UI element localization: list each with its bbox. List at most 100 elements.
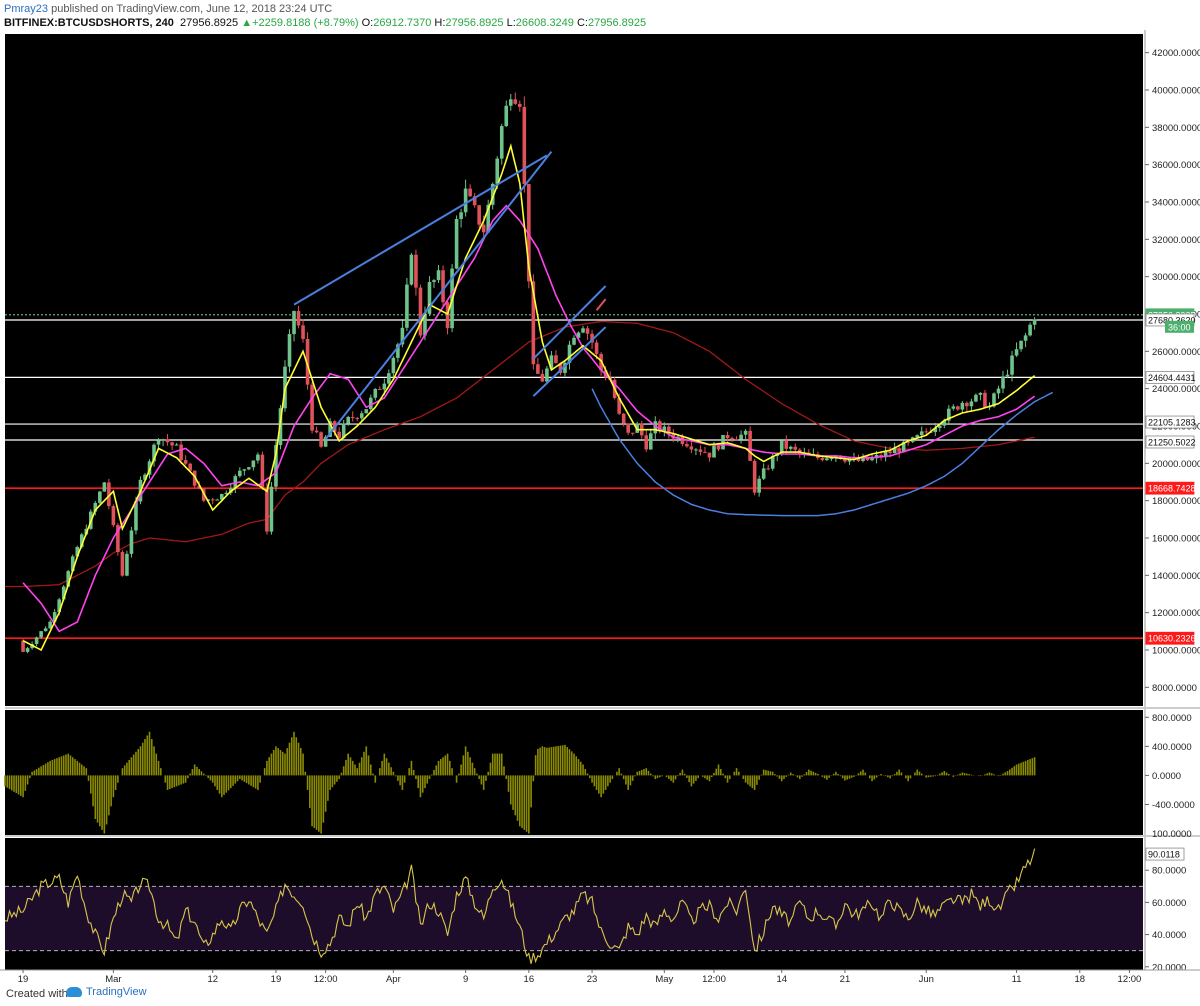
time-axis-label: Mar [105,974,121,985]
candle-body [581,328,585,333]
price-level-label: 10630.2326 [1148,634,1196,644]
candle-body [861,456,865,461]
candle-body [788,446,793,449]
time-axis-label: 11 [1012,974,1022,985]
candle-body [215,499,220,501]
candle-body [1005,374,1010,377]
price-level-label: 24604.4431 [1148,373,1196,383]
rsi-axis-label: 20.0000 [1152,962,1186,973]
time-axis-label: 19 [271,974,282,985]
candle-body [644,435,649,450]
time-axis-label: 19 [18,974,29,985]
price-axis-label: 32000.0000 [1152,235,1200,246]
candle-body [992,393,996,407]
price-axis-label: 8000.0000 [1152,683,1197,694]
candle-body [892,448,897,454]
candle-body [951,406,956,409]
price-level-badge [1145,415,1195,429]
candle-body [924,431,929,433]
up-arrow-icon: ▲ [241,17,253,29]
candle-body [21,640,25,652]
candle-body [978,392,983,395]
price-axis-label: 26000.0000 [1152,347,1200,358]
candle-body [739,434,743,440]
rsi-axis-label: 100.0000 [1152,829,1192,840]
price-pane [5,34,1143,706]
price-axis-label: 30000.0000 [1152,272,1200,283]
publish-text: published on TradingView.com, June 12, 2… [51,3,333,15]
candle-body [116,525,120,553]
candle-body [441,270,445,303]
high-value: 27956.8925 [445,17,504,29]
histogram-axis-label: -400.0000 [1152,800,1195,811]
candle-body [820,458,825,461]
candle-body [472,196,477,206]
tradingview-brand: TradingView [86,986,147,998]
candle-body [192,470,197,486]
candle-body [219,494,224,500]
author-link[interactable]: Pmray23 [4,3,49,15]
tradingview-logo[interactable]: TradingView [66,986,147,998]
chart-area[interactable]: 42000.0000 40000.0000 38000.0000 36000.0000… [0,30,1200,985]
candle-body [368,397,373,410]
candle-body [667,426,671,434]
rsi-axis-label: 60.0000 [1152,898,1186,909]
candle-body [770,455,775,469]
fast-moving-average-line [22,143,1036,652]
price-axis-label: 42000.0000 [1152,48,1200,59]
candle-body [418,287,423,336]
candle-body [454,218,459,269]
tradingview-cloud-icon [66,987,82,997]
candle-body [919,431,924,436]
time-axis-label: 9 [463,974,468,985]
candle-body [260,454,265,488]
candle-body [567,344,572,363]
rsi-value-label: 90.0118 [1148,850,1180,860]
candle-body [694,449,698,451]
candle-body [870,458,874,461]
rsi-line [4,848,1036,964]
candle-body [346,416,351,424]
candle-body [1001,376,1005,389]
candle-body [712,445,716,458]
candle-body [93,502,98,512]
candle-body [61,586,66,600]
candle-body [274,445,278,487]
price-change: +2259.8188 (+8.79%) [252,17,359,29]
candle-body [671,433,676,439]
candle-body [576,332,581,338]
header-bar: Pmray23 published on TradingView.com, Ju… [0,0,1200,30]
candle-body [170,442,174,446]
candle-body [427,282,432,314]
candle-body [513,99,518,104]
candle-body [387,373,391,384]
candle-body [382,383,387,390]
price-level-label: 21250.5022 [1148,437,1196,447]
candle-body [301,325,305,339]
candle-body [540,373,545,382]
candle-body [1010,355,1014,375]
trend-line [532,285,607,360]
candle-body [247,467,251,470]
time-axis-label: 18 [1074,974,1085,985]
candle-body [658,421,662,432]
candle-body [906,441,910,443]
time-axis-label: May [655,974,673,985]
candle-body [197,485,201,489]
candle-body [829,458,834,460]
candle-body [48,621,52,629]
candle-body [111,506,116,526]
candle-body [341,423,346,439]
price-axis-label: 14000.0000 [1152,571,1200,582]
price-axis-label: 16000.0000 [1152,534,1200,545]
close-value: 27956.8925 [587,17,647,29]
cup-curve-line [591,388,1054,517]
candle-body [39,631,43,638]
candle-body [468,188,472,197]
candle-body [70,556,75,572]
candle-body [698,449,703,452]
time-axis-label: 14 [776,974,787,985]
price-series-group [5,92,1143,654]
footer-bar: Created with TradingView [0,985,1200,1006]
candle-body [224,492,229,495]
